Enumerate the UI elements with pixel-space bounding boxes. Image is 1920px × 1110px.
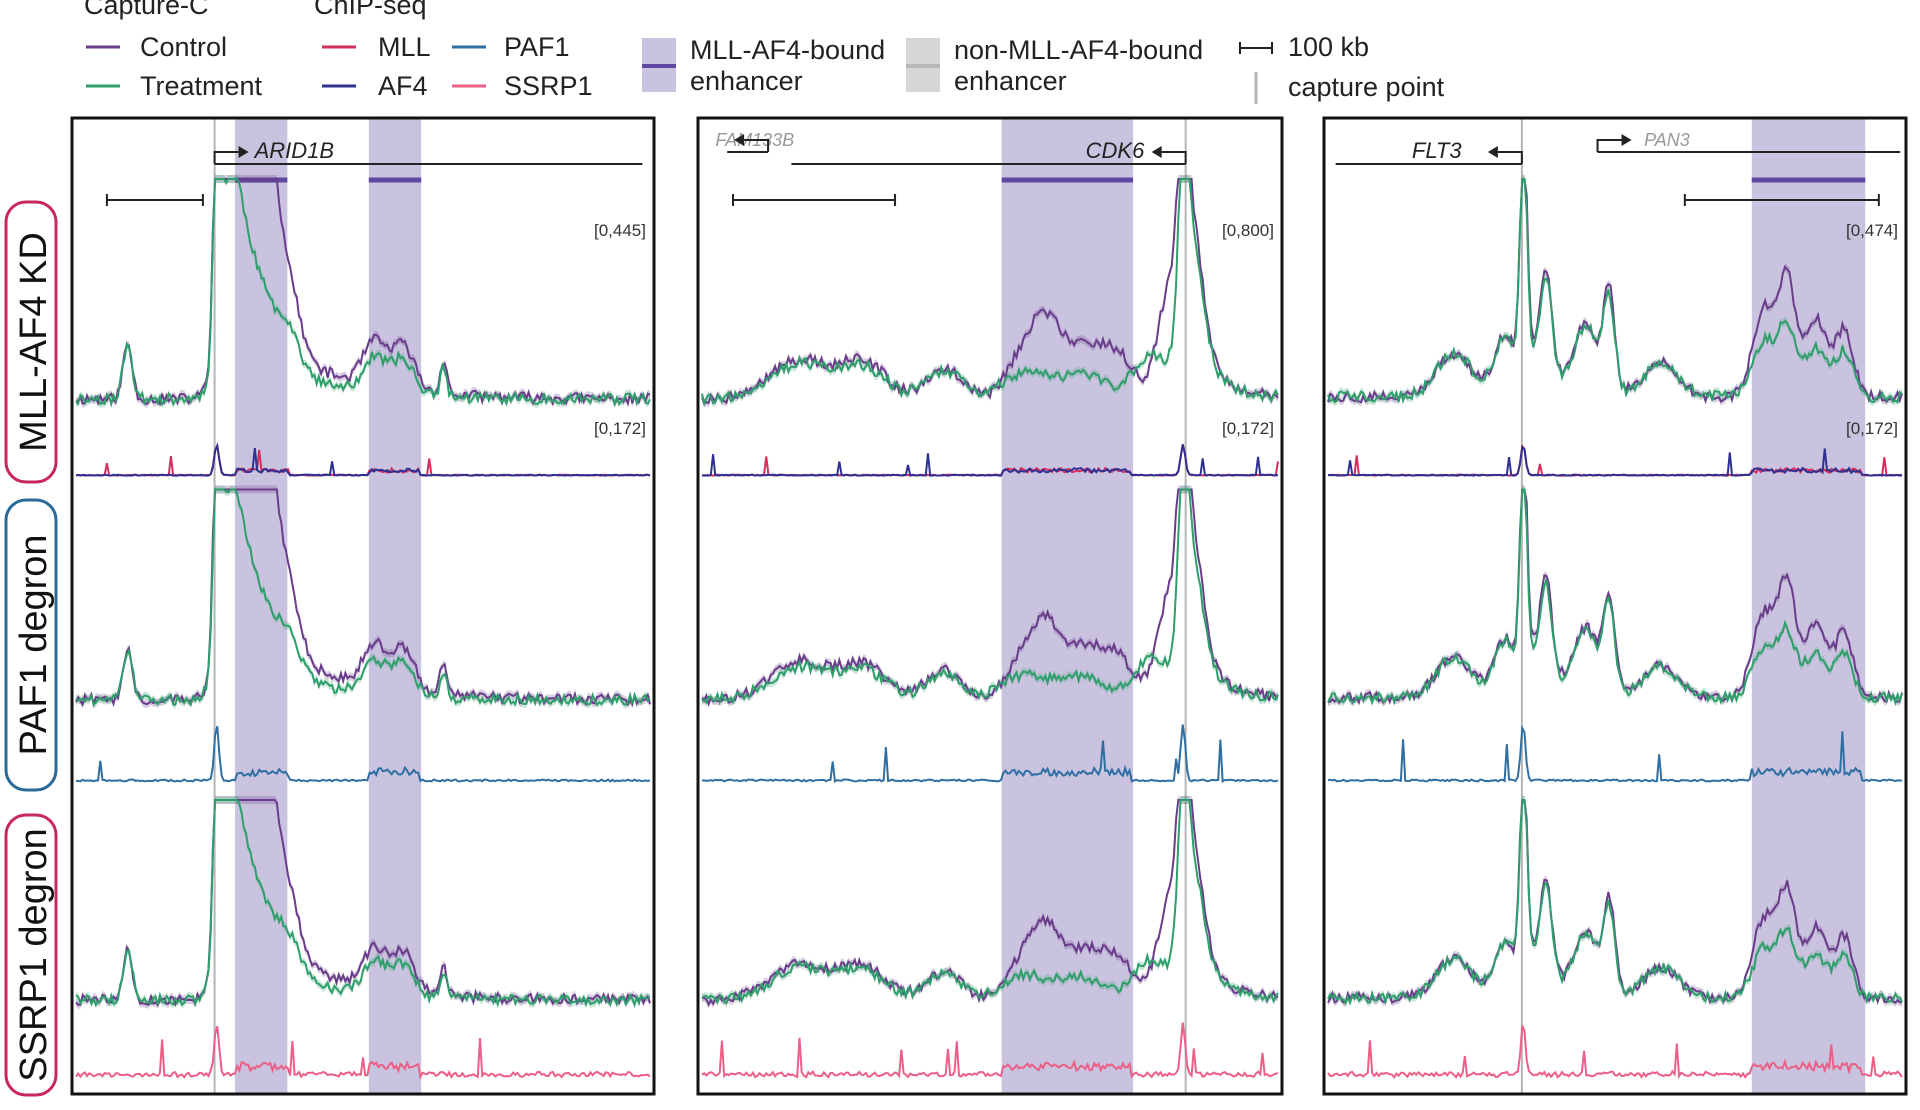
capture-c-range: [0,800] (1222, 221, 1274, 240)
panels: ARID1B[0,445][0,172]FAM133B CDK6[0,800][0… (70, 116, 1908, 1096)
row-label-box-kd (4, 200, 58, 484)
panel-flt3: FLT3 PAN3 [0,474] [0,172] (1322, 116, 1908, 1096)
chip-track-ssrp1 (1327, 1025, 1903, 1080)
tss-arrow-stem (1596, 139, 1622, 152)
capture-c-range: [0,445] (594, 221, 646, 240)
panel-border (70, 116, 656, 1096)
enhancer-band (368, 118, 422, 1094)
chip-track-af4 (1327, 445, 1903, 477)
series-ribbon-treatment (1328, 485, 1902, 707)
tss-arrow-stem (213, 151, 239, 164)
series-ribbon-control (76, 796, 650, 1009)
panel-cdk6: FAM133B CDK6[0,800][0,172] (696, 116, 1284, 1096)
tss-arrow-stem (744, 139, 770, 152)
chip-track-ssrp1 (75, 1026, 651, 1080)
scale-bar (732, 194, 897, 206)
series-line-treatment (701, 178, 1279, 407)
legend-bound-enhancer-label-1: MLL-AF4-bound (690, 35, 885, 65)
gene-label-cdk6: CDK6 (1086, 138, 1145, 163)
gene-label-flt3: FLT3 (1412, 138, 1462, 163)
tss-arrow-stem (1497, 151, 1523, 164)
tss-arrow-head (238, 146, 249, 158)
enhancer-band (1001, 118, 1134, 1094)
legend-nonbound-enhancer-label-2: enhancer (954, 66, 1067, 96)
row-label-ssrp1: SSRP1 degron (13, 828, 55, 1082)
chip-track-mll (75, 444, 651, 477)
chip-track-mll (701, 444, 1279, 477)
row-labels: MLL-AF4 KD PAF1 degron SSRP1 degron (4, 200, 58, 1097)
chip-track-af4 (75, 441, 651, 477)
chip-track-paf1 (701, 724, 1279, 784)
series-line-treatment (1327, 488, 1903, 706)
panel-arid1b: ARID1B [0,445] [0,172] (70, 116, 656, 1096)
legend: Capture-C Control Treatment ChIP-seq MLL… (84, 0, 1445, 104)
chip-track-paf1 (1327, 724, 1903, 783)
series-line-treatment (75, 488, 651, 707)
legend-ssrp1-label: SSRP1 (504, 71, 593, 101)
legend-mll-label: MLL (378, 32, 431, 62)
row-label-kd: MLL-AF4 KD (13, 232, 55, 452)
series-line-treatment (701, 488, 1279, 706)
series-line-treatment (1327, 799, 1903, 1006)
legend-capture-c-title: Capture-C (84, 0, 209, 20)
row-label-box-ssrp1 (4, 813, 58, 1097)
panel-border (1322, 116, 1908, 1096)
series-line-treatment (75, 799, 651, 1008)
tss-arrow-stem (1161, 151, 1187, 164)
series-ribbon-treatment (702, 485, 1278, 707)
row-label-paf1: PAF1 degron (13, 534, 55, 755)
scale-bar (1683, 194, 1880, 206)
gene-label-arid1b: ARID1B (253, 138, 334, 163)
chip-track-paf1 (75, 726, 651, 783)
chip-range: [0,172] (1222, 419, 1274, 438)
tss-arrow-head (1151, 146, 1162, 158)
tss-arrow-head (734, 134, 745, 146)
legend-treatment-label: Treatment (140, 71, 263, 101)
series-ribbon-control (76, 485, 650, 709)
tss-arrow-head (1621, 134, 1632, 146)
series-ribbon-treatment (1328, 175, 1902, 407)
enhancer-band (234, 118, 288, 1094)
tss-arrow-head (1487, 146, 1498, 158)
capture-c-range: [0,474] (1846, 221, 1898, 240)
row-label-box-paf1 (4, 498, 58, 792)
series-ribbon-treatment (1328, 796, 1902, 1007)
panel-border (696, 116, 1284, 1096)
series-line-treatment (1327, 178, 1903, 405)
legend-control-label: Control (140, 32, 227, 62)
legend-scale-bar (1239, 42, 1273, 54)
legend-nonbound-enhancer-label-1: non-MLL-AF4-bound (954, 35, 1203, 65)
gene-label-pan3: PAN3 (1644, 130, 1690, 150)
legend-af4-label: AF4 (378, 71, 428, 101)
scale-bar (105, 194, 204, 206)
legend-chip-title: ChIP-seq (314, 0, 427, 20)
legend-bound-enhancer-label-2: enhancer (690, 66, 803, 96)
chip-range: [0,172] (594, 419, 646, 438)
legend-scale-label: 100 kb (1288, 32, 1369, 62)
chip-track-ssrp1 (701, 1022, 1279, 1079)
series-line-treatment (701, 799, 1279, 1005)
chip-range: [0,172] (1846, 419, 1898, 438)
legend-paf1-label: PAF1 (504, 32, 570, 62)
legend-capture-point-label: capture point (1288, 72, 1445, 102)
series-ribbon-treatment (76, 796, 650, 1009)
chip-track-af4 (701, 444, 1279, 477)
series-line-treatment (75, 178, 651, 408)
